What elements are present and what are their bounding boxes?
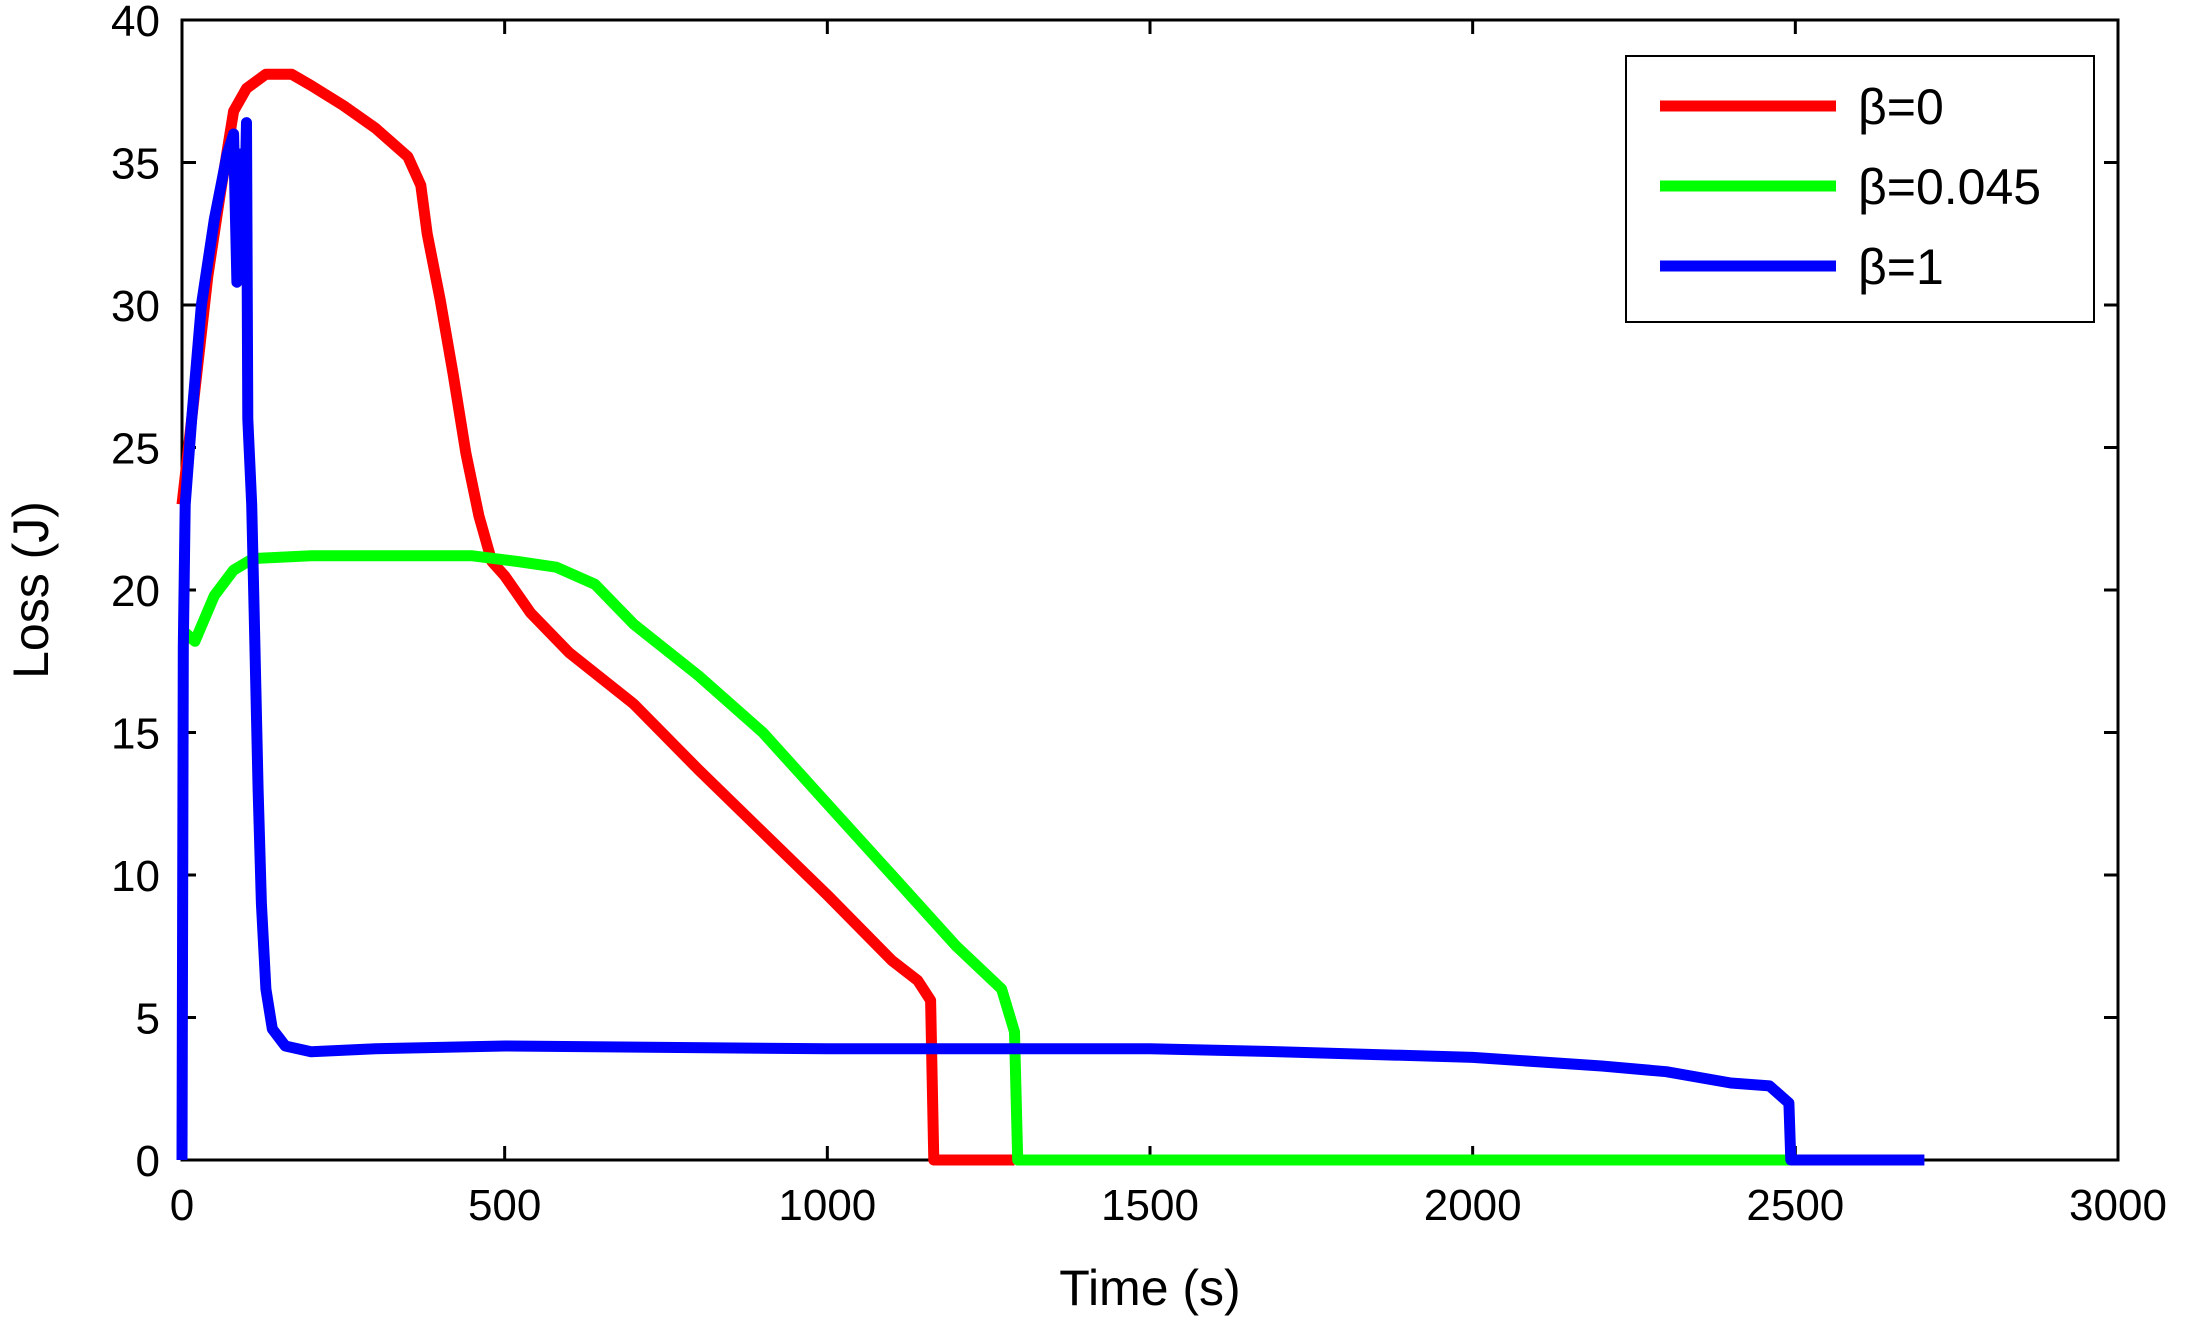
y-tick-label: 10 xyxy=(111,852,160,901)
legend-label-beta-0045: β=0.045 xyxy=(1858,159,2041,215)
y-tick-label: 35 xyxy=(111,140,160,189)
series-line-2 xyxy=(176,117,1925,1166)
x-tick-label: 2000 xyxy=(1424,1181,1522,1230)
legend-label-beta-1: β=1 xyxy=(1858,239,1944,295)
y-tick-label: 30 xyxy=(111,282,160,331)
series-line-1 xyxy=(178,550,1796,1166)
series-lines xyxy=(176,68,1925,1166)
x-tick-label: 500 xyxy=(468,1181,541,1230)
y-tick-label: 5 xyxy=(136,995,160,1044)
y-tick-labels: 0 5 10 15 20 25 30 35 40 xyxy=(111,0,160,1186)
x-tick-label: 2500 xyxy=(1746,1181,1844,1230)
legend-label-beta-0: β=0 xyxy=(1858,79,1944,135)
series-line-0 xyxy=(176,68,1015,1166)
y-tick-label: 25 xyxy=(111,425,160,474)
x-tick-label: 1000 xyxy=(778,1181,876,1230)
x-tick-label: 0 xyxy=(170,1181,194,1230)
x-tick-label: 1500 xyxy=(1101,1181,1199,1230)
legend: β=0 β=0.045 β=1 xyxy=(1625,55,2095,323)
y-tick-label: 0 xyxy=(136,1137,160,1186)
y-tick-label: 20 xyxy=(111,567,160,616)
x-tick-labels: 0 500 1000 1500 2000 2500 3000 xyxy=(170,1181,2167,1230)
x-axis-title: Time (s) xyxy=(1059,1260,1240,1316)
x-tick-label: 3000 xyxy=(2069,1181,2167,1230)
y-tick-label: 15 xyxy=(111,710,160,759)
y-tick-label: 40 xyxy=(111,0,160,46)
y-axis-title: Loss (J) xyxy=(3,501,59,679)
